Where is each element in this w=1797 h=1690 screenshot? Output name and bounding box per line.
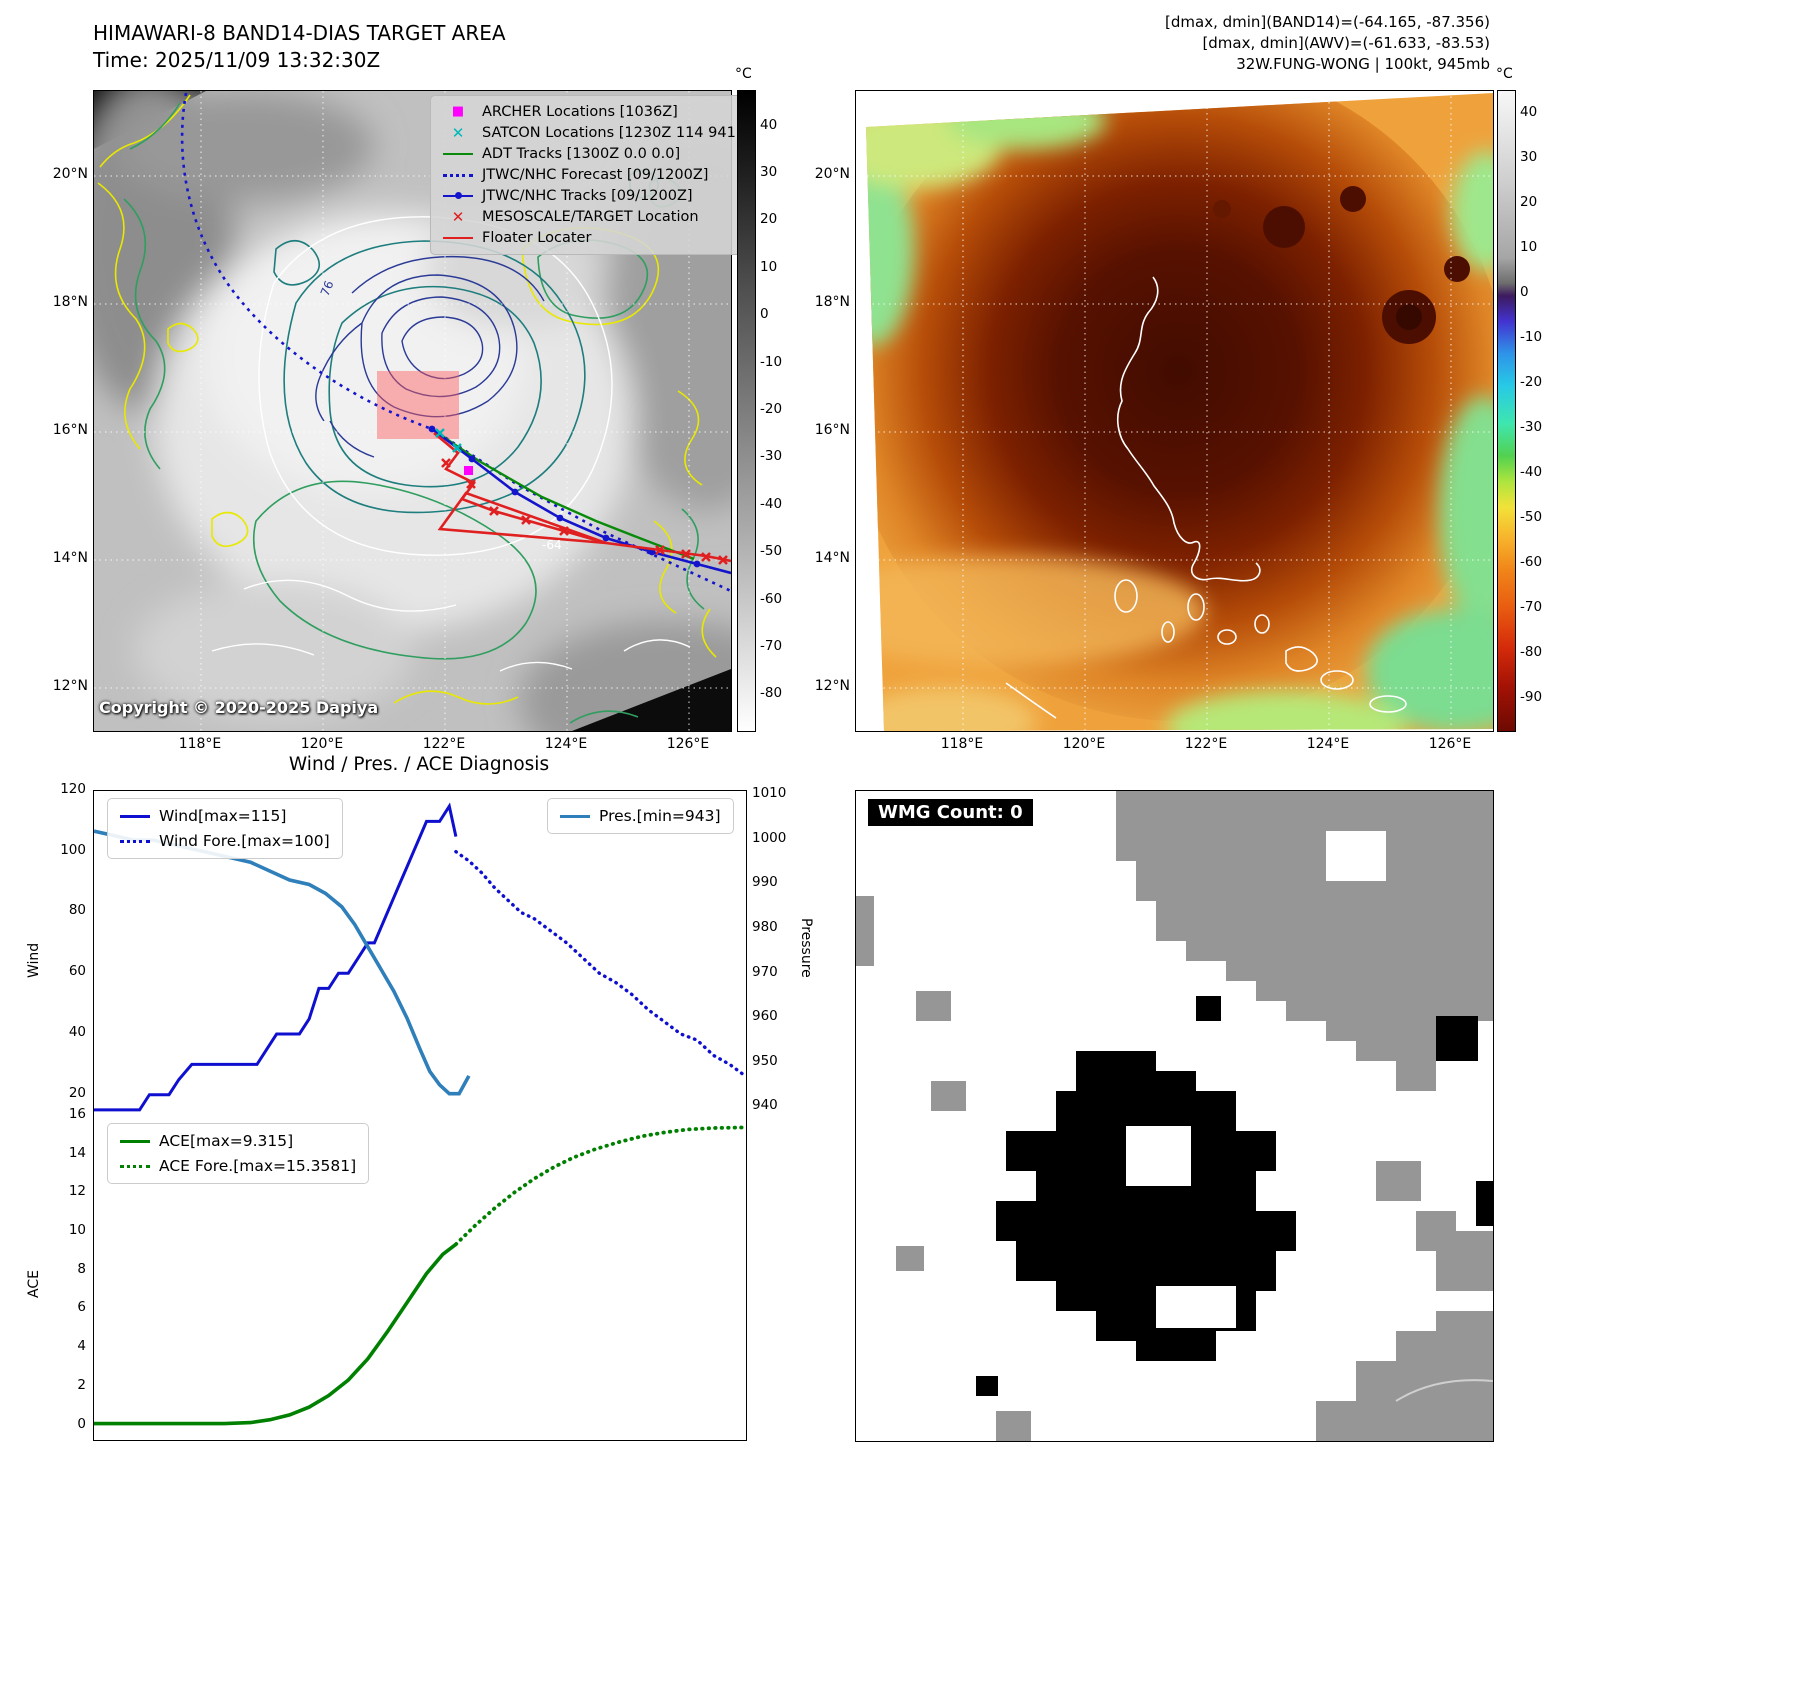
storm-tracks [180,92,732,593]
pressure-yticks: 1010 1000 990 980 970 960 950 940 [752,785,787,1114]
wmg-black-regions [976,996,1493,1396]
diagnosis-chart-title: Wind / Pres. / ACE Diagnosis [288,754,550,775]
ace-yticks: 16 14 12 10 8 6 4 2 0 [68,1106,86,1432]
awv-map [855,90,1494,732]
jtwc-track [431,427,732,575]
legend-item-satcon: ✕ SATCON Locations [1230Z 114 941] [443,124,742,142]
legend-label: ADT Tracks [1300Z 0.0 0.0] [482,146,681,162]
dmax-dmin-awv: [dmax, dmin](AWV)=(-61.633, -83.53) [1202,34,1490,52]
floater-track [433,432,732,563]
tr-lon-axis: 118°E 120°E 122°E 124°E 126°E [940,736,1472,752]
ace-axis-label: ACE [26,1270,42,1298]
wind-axis-label: Wind [26,942,42,978]
adt-line-icon [443,153,473,155]
floater-line-icon [443,237,473,239]
legend-item-adt: ADT Tracks [1300Z 0.0 0.0] [443,146,741,162]
target-area-box [377,371,459,439]
wmg-mask-image [856,791,1494,1441]
contour-label: -64 [542,538,562,552]
tr-lat-axis: 20°N 18°N 16°N 14°N 12°N [814,166,850,694]
legend-label: MESOSCALE/TARGET Location [482,209,699,225]
legend-item-ace-forecast: ACE Fore.[max=15.3581] [120,1157,356,1175]
wind-chart-legend: Wind[max=115] Wind Fore.[max=100] [107,798,343,859]
band14-panel-title: HIMAWARI-8 BAND14-DIAS TARGET AREA Time:… [93,20,506,74]
legend-item-floater: Floater Locater [443,230,741,246]
mesoscale-x-icon: ✕ [451,208,465,226]
dmax-dmin-band14: [dmax, dmin](BAND14)=(-64.165, -87.356) [1165,13,1490,31]
storm-id-intensity: 32W.FUNG-WONG | 100kt, 945mb [1236,55,1490,73]
tl-colorbar-ticks: 40 30 20 10 0 -10 -20 -30 -40 -50 -60 -70 -80 [760,116,783,702]
legend-item-forecast: JTWC/NHC Forecast [09/1200Z] [443,167,741,183]
page-title: HIMAWARI-8 BAND14-DIAS TARGET AREA [93,21,506,45]
wind-line-icon [120,814,150,818]
adt-track [431,428,695,561]
contour-navy [315,255,545,458]
tl-colorbar [737,90,756,732]
legend-label: Floater Locater [482,230,592,246]
band14-map-legend: ■ ARCHER Locations [1036Z] ✕ SATCON Loca… [430,95,754,255]
wmg-count-badge: WMG Count: 0 [868,799,1033,826]
legend-item-ace: ACE[max=9.315] [120,1132,356,1150]
satcon-x-markers [435,428,462,453]
legend-label: SATCON Locations [1230Z 114 941] [482,125,742,141]
ace-line-icon [120,1139,150,1143]
legend-label: ACE Fore.[max=15.3581] [159,1157,357,1175]
ace-chart-legend: ACE[max=9.315] ACE Fore.[max=15.3581] [107,1123,370,1184]
wind-yticks: 120 100 80 60 40 20 [60,781,86,1101]
legend-label: ACE[max=9.315] [159,1132,294,1150]
forecast-dotted-line-icon [443,173,473,177]
archer-marker [464,466,473,475]
legend-item-wind: Wind[max=115] [120,807,330,825]
legend-item-pressure: Pres.[min=943] [560,807,721,825]
archer-marker-icon: ■ [451,104,465,119]
legend-label: JTWC/NHC Forecast [09/1200Z] [482,167,709,183]
legend-item-wind-forecast: Wind Fore.[max=100] [120,832,330,850]
typhoon-eye [866,93,1493,721]
wind-forecast-dotted-icon [120,839,150,843]
track-line-dot-icon [443,189,473,203]
pressure-chart-legend: Pres.[min=943] [547,798,734,834]
contour-label: 76 [318,279,337,298]
legend-label: Pres.[min=943] [599,807,721,825]
jtwc-track-points [428,425,701,568]
legend-item-jtwc-track: JTWC/NHC Tracks [09/1200Z] [443,188,741,204]
grid-lines [94,91,731,731]
awv-satellite-image [856,91,1493,731]
tr-colorbar-unit: °C [1496,66,1513,82]
tr-colorbar [1497,90,1516,732]
mesoscale-x-markers [441,458,728,565]
legend-item-mesoscale: ✕ MESOSCALE/TARGET Location [443,209,741,225]
coastline [1005,276,1407,719]
wmg-coast-line [1395,1379,1494,1402]
timestamp: Time: 2025/11/09 13:32:30Z [93,48,381,72]
ace-forecast-dotted-icon [120,1164,150,1168]
grid-lines [856,91,1493,731]
legend-label: ARCHER Locations [1036Z] [482,104,678,120]
copyright-text: Copyright © 2020-2025 Dapiya [99,698,379,717]
wmg-gray-regions [856,791,1493,1441]
pressure-line-icon [560,814,590,818]
storm-info-header: [dmax, dmin](BAND14)=(-64.165, -87.356) … [980,12,1490,75]
wmg-panel: WMG Count: 0 [855,790,1494,1442]
satcon-x-icon: ✕ [451,124,465,142]
legend-label: Wind[max=115] [159,807,287,825]
legend-label: JTWC/NHC Tracks [09/1200Z] [482,188,693,204]
tr-colorbar-ticks: 40 30 20 10 0 -10 -20 -30 -40 -50 -60 -70 -80 -90 [1520,103,1543,706]
legend-label: Wind Fore.[max=100] [159,832,330,850]
jtwc-forecast-track [180,92,433,431]
tl-lat-axis: 20°N 18°N 16°N 14°N 12°N [52,166,88,694]
tl-lon-axis: 118°E 120°E 122°E 124°E 126°E [178,736,710,752]
pressure-axis-label: Pressure [798,918,814,978]
tl-colorbar-unit: °C [735,66,752,82]
legend-item-archer: ■ ARCHER Locations [1036Z] [443,104,741,120]
contour-teal [273,169,659,514]
